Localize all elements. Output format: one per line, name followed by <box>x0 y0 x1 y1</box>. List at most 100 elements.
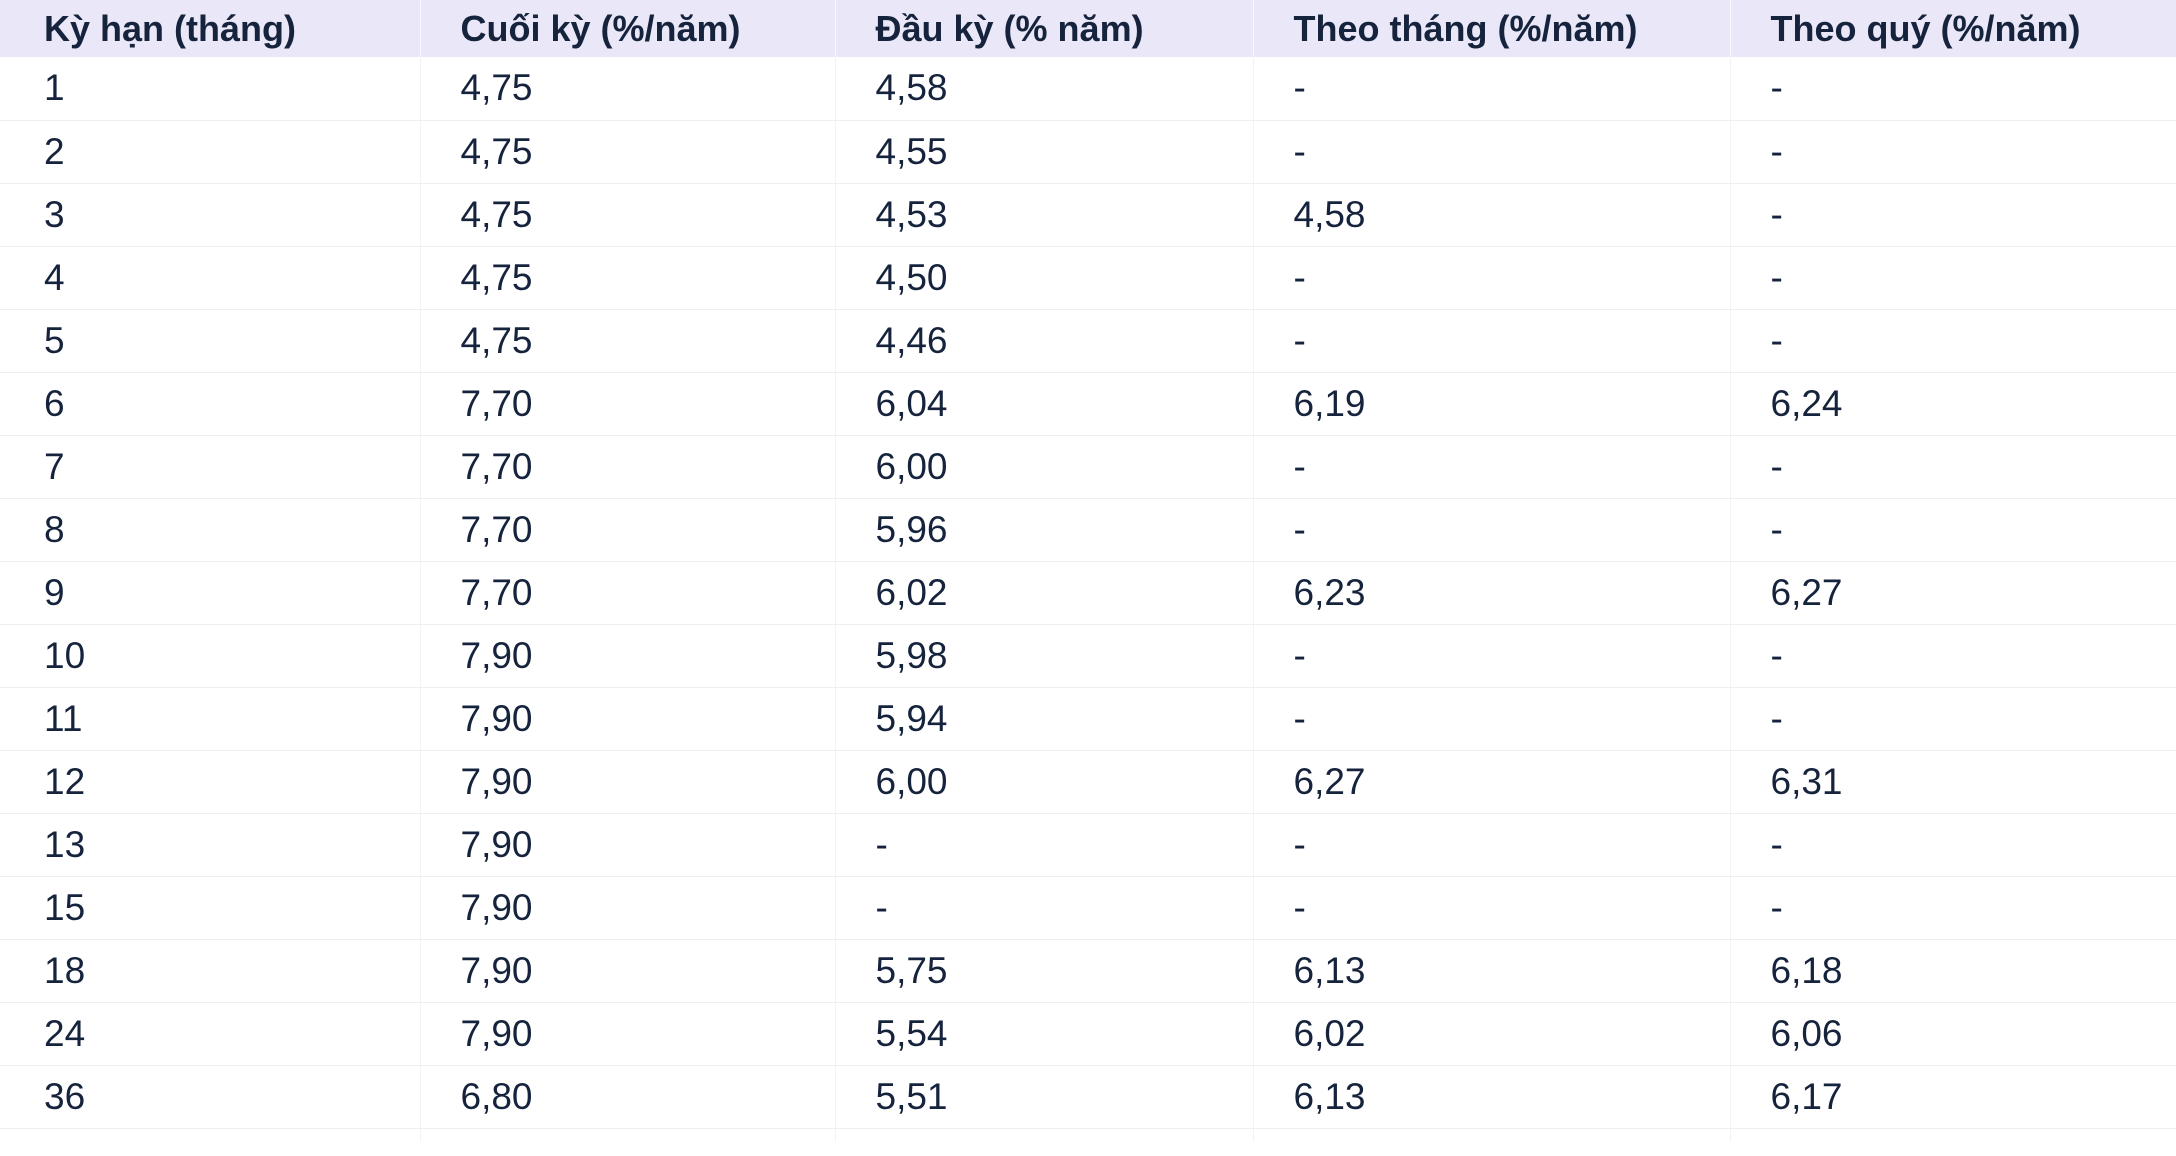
rate-cell: 7,70 <box>420 561 836 625</box>
rate-cell: 6,18 <box>1730 939 2176 1003</box>
table-row: 6 7,70 6,04 6,19 6,24 <box>0 372 2176 436</box>
rate-cell: - <box>1730 876 2176 940</box>
table-row: 10 7,90 5,98- - <box>0 624 2176 688</box>
table-row: 3 4,75 4,53 4,58- <box>0 183 2176 247</box>
term-cell: 7 <box>0 435 421 499</box>
rate-cell: - <box>1253 498 1731 562</box>
rate-cell: - <box>1730 57 2176 121</box>
rate-cell: 7,70 <box>420 498 836 562</box>
table-row: 11 7,90 5,94- - <box>0 687 2176 751</box>
rate-cell: 6,13 <box>1253 939 1731 1003</box>
term-cell: 18 <box>0 939 421 1003</box>
term-cell: 2 <box>0 120 421 184</box>
rate-cell: 4,75 <box>420 120 836 184</box>
table-row: 13 7,90- - - <box>0 813 2176 877</box>
column-header: Theo quý (%/năm) <box>1730 0 2176 57</box>
rate-cell: 4,75 <box>420 57 836 121</box>
table-row: 7 7,70 6,00- - <box>0 435 2176 499</box>
rate-cell: 4,58 <box>1253 183 1731 247</box>
partial-row <box>0 1128 2176 1142</box>
table-row: 15 7,90- - - <box>0 876 2176 940</box>
rate-cell: - <box>1730 309 2176 373</box>
term-cell: 24 <box>0 1002 421 1066</box>
rate-cell: 7,90 <box>420 750 836 814</box>
term-cell: 13 <box>0 813 421 877</box>
column-header: Theo tháng (%/năm) <box>1253 0 1731 57</box>
rate-cell: - <box>1730 687 2176 751</box>
rate-cell: - <box>1253 57 1731 121</box>
term-cell: 5 <box>0 309 421 373</box>
rate-cell: 5,75 <box>835 939 1254 1003</box>
rate-cell: - <box>1253 624 1731 688</box>
rate-cell: 7,70 <box>420 372 836 436</box>
rate-cell: - <box>1253 309 1731 373</box>
header-row: Kỳ hạn (tháng) Cuối kỳ (%/năm) Đầu kỳ (% n… <box>0 0 2176 57</box>
rate-cell: 6,06 <box>1730 1002 2176 1066</box>
rate-cell: 6,04 <box>835 372 1254 436</box>
rate-cell: 6,31 <box>1730 750 2176 814</box>
term-cell: 15 <box>0 876 421 940</box>
rate-cell: 4,75 <box>420 246 836 310</box>
term-cell: 4 <box>0 246 421 310</box>
rate-cell: 5,54 <box>835 1002 1254 1066</box>
rate-cell: - <box>1730 624 2176 688</box>
table-row: 9 7,70 6,02 6,23 6,27 <box>0 561 2176 625</box>
column-header: Đầu kỳ (% năm) <box>835 0 1254 57</box>
rate-cell: 4,50 <box>835 246 1254 310</box>
rate-cell: - <box>1730 183 2176 247</box>
term-cell: 8 <box>0 498 421 562</box>
rate-cell: - <box>1253 120 1731 184</box>
table-row: 18 7,90 5,75 6,13 6,18 <box>0 939 2176 1003</box>
empty-cell <box>0 1128 421 1142</box>
term-cell: 36 <box>0 1065 421 1129</box>
rate-cell: 7,90 <box>420 939 836 1003</box>
rate-cell: 6,00 <box>835 435 1254 499</box>
rate-cell: 4,55 <box>835 120 1254 184</box>
rate-cell: 5,98 <box>835 624 1254 688</box>
rate-cell: - <box>1253 687 1731 751</box>
rate-cell: 7,90 <box>420 624 836 688</box>
table-row: 2 4,75 4,55- - <box>0 120 2176 184</box>
rate-cell: - <box>835 876 1254 940</box>
rate-cell: - <box>1253 246 1731 310</box>
table-row: 8 7,70 5,96- - <box>0 498 2176 562</box>
term-cell: 1 <box>0 57 421 121</box>
rate-cell: 5,51 <box>835 1065 1254 1129</box>
rate-cell: 6,27 <box>1730 561 2176 625</box>
rate-cell: 6,00 <box>835 750 1254 814</box>
table-row: 36 6,80 5,51 6,13 6,17 <box>0 1065 2176 1129</box>
rate-cell: 5,96 <box>835 498 1254 562</box>
rate-cell: 6,02 <box>835 561 1254 625</box>
rate-cell: 6,02 <box>1253 1002 1731 1066</box>
rate-cell: 5,94 <box>835 687 1254 751</box>
table-body: 1 4,75 4,58- -2 4,75 4,55- -3 4,75 4,53 4,58-4 4,7… <box>0 57 2176 1142</box>
term-cell: 3 <box>0 183 421 247</box>
term-cell: 9 <box>0 561 421 625</box>
rate-cell: 7,90 <box>420 1002 836 1066</box>
empty-cell <box>1253 1128 1731 1142</box>
column-header: Cuối kỳ (%/năm) <box>420 0 836 57</box>
term-cell: 6 <box>0 372 421 436</box>
rate-cell: - <box>1253 876 1731 940</box>
rate-cell: 4,46 <box>835 309 1254 373</box>
rate-cell: 6,17 <box>1730 1065 2176 1129</box>
rate-cell: - <box>1253 813 1731 877</box>
rate-cell: - <box>1730 435 2176 499</box>
rate-cell: 4,75 <box>420 183 836 247</box>
rate-cell: 4,53 <box>835 183 1254 247</box>
rate-cell: 6,23 <box>1253 561 1731 625</box>
rate-cell: 6,24 <box>1730 372 2176 436</box>
rate-cell: 7,90 <box>420 687 836 751</box>
rate-cell: 6,19 <box>1253 372 1731 436</box>
rate-cell: 7,90 <box>420 813 836 877</box>
term-cell: 12 <box>0 750 421 814</box>
table-row: 24 7,90 5,54 6,02 6,06 <box>0 1002 2176 1066</box>
rate-cell: 4,58 <box>835 57 1254 121</box>
rate-cell: 6,13 <box>1253 1065 1731 1129</box>
rate-cell: - <box>1730 813 2176 877</box>
table-row: 1 4,75 4,58- - <box>0 57 2176 121</box>
rate-cell: 6,27 <box>1253 750 1731 814</box>
column-header: Kỳ hạn (tháng) <box>0 0 421 57</box>
